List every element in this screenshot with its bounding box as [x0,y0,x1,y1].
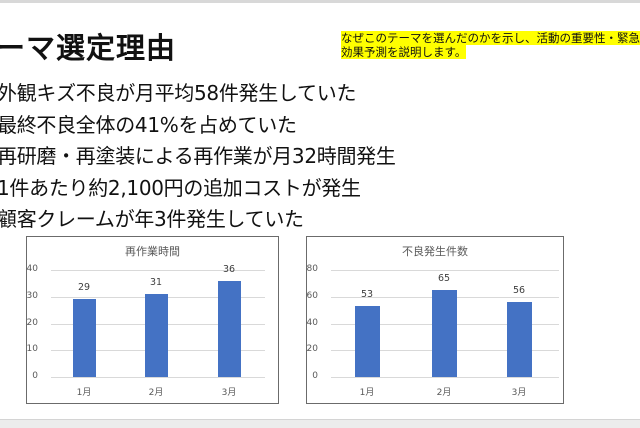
plot-area: 0 20 40 60 80 53 1月 65 2月 56 3月 [307,237,563,403]
y-tick-label: 10 [26,344,38,355]
bullet-item: 外観キズ不良が月平均58件発生していた [0,81,357,105]
bar[interactable] [72,299,96,377]
y-tick-label: 0 [312,371,318,381]
x-category-label: 2月 [148,388,164,398]
y-tick-label: 60 [306,290,318,301]
data-label: 56 [512,285,526,297]
x-category-label: 3月 [511,388,527,398]
data-label: 53 [360,289,374,301]
window-top-border [0,0,640,3]
chart-rework-hours[interactable]: 再作業時間 0 10 20 30 40 29 1月 31 2月 36 3月 [26,236,279,404]
bullet-item: 1件あたり約2,100円の追加コストが発生 [0,175,361,200]
y-tick-label: 40 [26,264,38,274]
data-label: 29 [77,282,91,294]
gridline [331,377,559,378]
chart-title: 再作業時間 [125,245,180,258]
y-tick-label: 30 [26,290,38,301]
x-category-label: 3月 [221,388,237,398]
bullet-item: 顧客クレームが年3件発生していた [0,207,304,231]
note-line-2: 効果予測を説明します。 [341,45,467,59]
y-tick-label: 20 [306,344,318,355]
data-label: 65 [437,273,451,285]
bar[interactable] [217,280,241,377]
y-tick-label: 80 [306,264,318,274]
y-tick-label: 0 [32,371,38,381]
note-line-1: なぜこのテーマを選んだのかを示し、活動の重要性・緊急 [341,31,640,45]
bullet-item: 再研磨・再塗装による再作業が月32時間発生 [0,144,396,168]
chart-title: 不良発生件数 [402,245,468,258]
y-tick-label: 20 [26,317,38,328]
chart-defect-count[interactable]: 不良発生件数 0 20 40 60 80 53 1月 65 2月 56 3月 [306,236,564,404]
bar[interactable] [144,294,168,377]
gridline [331,270,559,271]
bar[interactable] [354,306,380,377]
bullet-item: 最終不良全体の41%を占めていた [0,112,297,137]
x-category-label: 2月 [436,388,452,398]
x-category-label: 1月 [76,388,92,398]
bar[interactable] [431,290,457,377]
gridline [51,270,265,271]
bar[interactable] [506,302,532,377]
x-category-label: 1月 [359,388,375,398]
y-tick-label: 40 [306,317,318,328]
slide-title: ーマ選定理由 [0,31,177,65]
window-bottom-border [0,419,640,428]
data-label: 31 [149,277,163,289]
speaker-note-highlight: なぜこのテーマを選んだのかを示し、活動の重要性・緊急 効果予測を説明します。 [341,31,640,59]
gridline [51,377,265,378]
data-label: 36 [222,263,236,275]
bullet-list: 外観キズ不良が月平均58件発生していた 最終不良全体の41%を占めていた 再研磨… [0,78,396,236]
plot-area: 0 10 20 30 40 29 1月 31 2月 36 3月 [27,237,278,403]
